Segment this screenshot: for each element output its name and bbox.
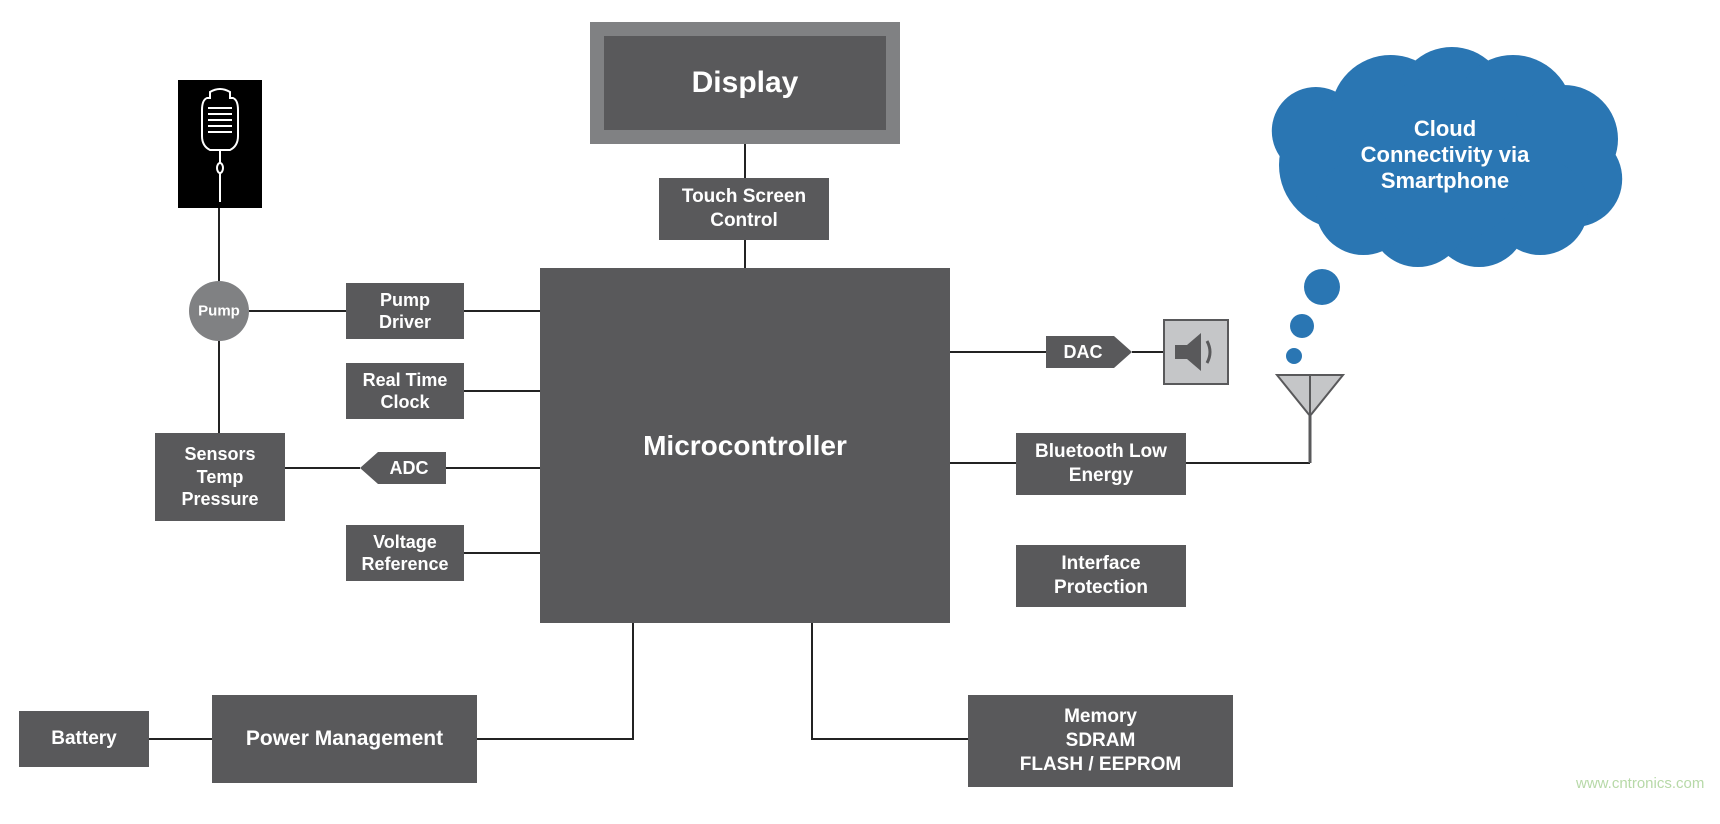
dac-label: DAC bbox=[1064, 342, 1103, 362]
vref-label: VoltageReference bbox=[361, 531, 448, 576]
memory-label: MemorySDRAMFLASH / EEPROM bbox=[1020, 705, 1182, 776]
pump-node: Pump bbox=[189, 281, 249, 341]
power-management-block: Power Management bbox=[212, 695, 477, 783]
bluetooth-block: Bluetooth LowEnergy bbox=[1016, 433, 1186, 495]
battery-block: Battery bbox=[19, 711, 149, 767]
microcontroller-block: Microcontroller bbox=[540, 268, 950, 623]
adc-block: ADC bbox=[360, 452, 446, 484]
display-label: Display bbox=[692, 64, 799, 102]
cloud-label: CloudConnectivity viaSmartphone bbox=[1361, 116, 1530, 194]
pump-label: Pump bbox=[198, 303, 240, 320]
interface-protection-label: InterfaceProtection bbox=[1054, 552, 1148, 600]
power-label: Power Management bbox=[246, 726, 443, 752]
dac-block: DAC bbox=[1046, 336, 1132, 368]
touch-screen-block: Touch ScreenControl bbox=[659, 178, 829, 240]
watermark-text: www.cntronics.com bbox=[1576, 775, 1704, 792]
sensors-label: SensorsTempPressure bbox=[181, 443, 258, 511]
interface-protection-block: InterfaceProtection bbox=[1016, 545, 1186, 607]
touch-screen-label: Touch ScreenControl bbox=[682, 185, 806, 233]
pump-driver-label: PumpDriver bbox=[379, 289, 431, 334]
rtc-label: Real TimeClock bbox=[363, 369, 448, 414]
memory-block: MemorySDRAMFLASH / EEPROM bbox=[968, 695, 1233, 787]
cloud-text: CloudConnectivity viaSmartphone bbox=[1275, 91, 1615, 219]
watermark-label: www.cntronics.com bbox=[1576, 775, 1704, 792]
adc-label: ADC bbox=[390, 458, 429, 478]
microcontroller-label: Microcontroller bbox=[643, 428, 847, 463]
sensors-block: SensorsTempPressure bbox=[155, 433, 285, 521]
battery-label: Battery bbox=[51, 727, 116, 751]
bluetooth-label: Bluetooth LowEnergy bbox=[1035, 440, 1167, 488]
speaker-icon bbox=[1163, 319, 1229, 385]
pump-driver-block: PumpDriver bbox=[346, 283, 464, 339]
iv-bag-icon bbox=[178, 80, 262, 208]
voltage-reference-block: VoltageReference bbox=[346, 525, 464, 581]
display-block: Display bbox=[590, 22, 900, 144]
real-time-clock-block: Real TimeClock bbox=[346, 363, 464, 419]
